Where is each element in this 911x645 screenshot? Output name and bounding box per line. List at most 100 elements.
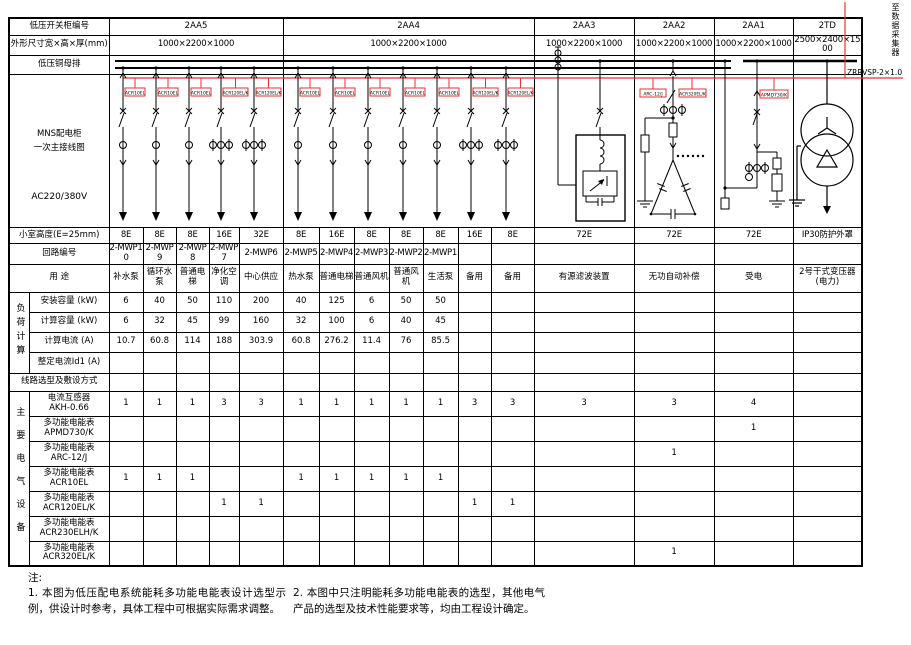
diagram-cell (282, 74, 535, 229)
equipment-qty: 1 (108, 465, 144, 492)
cell-height-value: IP30防护外罩 (792, 227, 863, 245)
equipment-qty (490, 515, 535, 542)
usage-value: 循环水泵 (142, 263, 177, 293)
load-value (713, 311, 794, 333)
busbar-cell (282, 55, 535, 76)
wiring-cell (533, 372, 635, 392)
equipment-qty (792, 440, 863, 467)
load-value (633, 351, 715, 374)
equipment-qty (353, 515, 390, 542)
equipment-qty: 3 (633, 390, 715, 417)
wiring-cell (633, 372, 715, 392)
equipment-qty: 3 (533, 390, 635, 417)
equipment-qty (533, 465, 635, 492)
equipment-qty (353, 415, 390, 442)
load-value: 50 (422, 291, 459, 313)
equipment-row-label: 多功能电能表 ARC-12/J (28, 440, 110, 467)
load-value: 60.8 (142, 331, 177, 353)
equipment-qty (238, 540, 284, 567)
equipment-qty: 1 (142, 465, 177, 492)
equipment-qty (792, 515, 863, 542)
circuit-no-value (713, 243, 794, 265)
equipment-qty (282, 540, 320, 567)
equipment-qty (238, 515, 284, 542)
equipment-row-label: 多功能电能表 ACR10EL (28, 465, 110, 492)
equipment-qty (238, 465, 284, 492)
equipment-qty (208, 440, 240, 467)
load-value: 6 (108, 291, 144, 313)
equipment-qty (175, 490, 210, 517)
cell-height-value: 8E (108, 227, 144, 245)
cabinet-dimensions: 1000×2200×1000 (713, 34, 794, 57)
diagram-cell (633, 74, 715, 229)
equipment-qty (108, 440, 144, 467)
equipment-qty: 1 (208, 490, 240, 517)
equipment-qty: 1 (633, 540, 715, 567)
usage-value: 普通电梯 (318, 263, 355, 293)
cabinet-dimensions: 1000×2200×1000 (533, 34, 635, 57)
load-value (457, 331, 492, 353)
load-value (633, 311, 715, 333)
group-label-load-calc: 负荷计算 (8, 291, 30, 374)
load-value (792, 291, 863, 313)
equipment-qty (208, 515, 240, 542)
equipment-qty: 3 (238, 390, 284, 417)
load-value: 200 (238, 291, 284, 313)
circuit-no-value (457, 243, 492, 265)
load-value: 50 (388, 291, 424, 313)
circuit-no-value: 2-MWP3 (353, 243, 390, 265)
wiring-cell (318, 372, 355, 392)
cabinet-id: 2AA4 (282, 17, 535, 36)
equipment-qty (490, 415, 535, 442)
load-value: 6 (353, 291, 390, 313)
equipment-qty (318, 440, 355, 467)
load-value: 40 (142, 291, 177, 313)
row-label-cell-height: 小室高度(E=25mm) (8, 227, 110, 245)
diagram-cell (792, 74, 863, 229)
load-value (633, 291, 715, 313)
data-collector-label: 至数据采集器 (891, 3, 900, 57)
equipment-qty: 1 (238, 490, 284, 517)
wiring-cell (457, 372, 492, 392)
equipment-qty (318, 415, 355, 442)
equipment-qty (238, 415, 284, 442)
load-value (533, 351, 635, 374)
equipment-qty (422, 440, 459, 467)
cell-height-value: 8E (282, 227, 320, 245)
load-value: 110 (208, 291, 240, 313)
equipment-qty (318, 540, 355, 567)
load-value (142, 351, 177, 374)
cell-height-value: 16E (208, 227, 240, 245)
equipment-qty: 4 (713, 390, 794, 417)
load-value: 76 (388, 331, 424, 353)
load-value (533, 331, 635, 353)
equipment-qty: 1 (282, 465, 320, 492)
row-label-busbar: 低压铜母排 (8, 55, 110, 76)
load-value: 32 (282, 311, 320, 333)
usage-value: 备用 (490, 263, 535, 293)
equipment-qty (175, 415, 210, 442)
equipment-qty (318, 490, 355, 517)
equipment-qty (208, 415, 240, 442)
load-value: 11.4 (353, 331, 390, 353)
row-label-usage: 用 途 (8, 263, 110, 293)
cabinet-dimensions: 1000×2200×1000 (633, 34, 715, 57)
equipment-qty: 1 (388, 465, 424, 492)
busbar-cell (533, 55, 635, 76)
wiring-cell (142, 372, 177, 392)
load-value: 160 (238, 311, 284, 333)
equipment-qty (142, 490, 177, 517)
usage-value: 普通风机 (388, 263, 424, 293)
equipment-qty (533, 440, 635, 467)
equipment-qty (108, 490, 144, 517)
cell-height-value: 8E (175, 227, 210, 245)
circuit-no-value: 2-MWP4 (318, 243, 355, 265)
equipment-qty (238, 440, 284, 467)
equipment-qty (353, 540, 390, 567)
equipment-qty (713, 540, 794, 567)
equipment-qty (713, 490, 794, 517)
usage-value: 普通电梯 (175, 263, 210, 293)
equipment-qty (282, 490, 320, 517)
wiring-cell (353, 372, 390, 392)
